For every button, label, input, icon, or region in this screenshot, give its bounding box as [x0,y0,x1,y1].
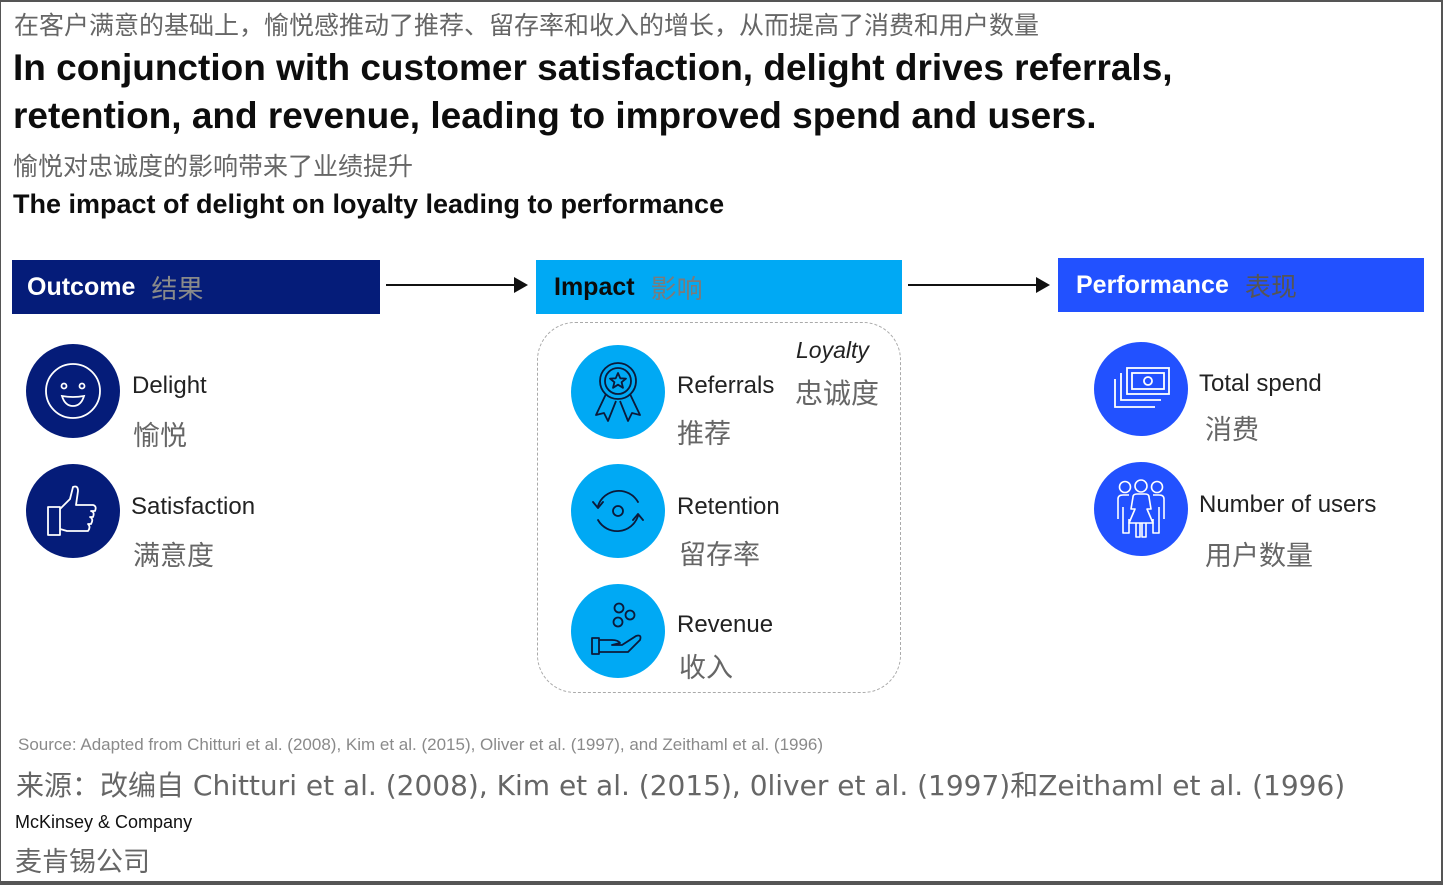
revenue-label-cn: 收入 [679,653,733,684]
performance-header-cn: 表现 [1244,272,1297,303]
number-of-users-label-en: Number of users [1199,491,1377,518]
title-chinese: 在客户满意的基础上，愉悦感推动了推荐、留存率和收入的增长，从而提高了消费和用户数… [14,11,1040,40]
total-spend-label-cn: 消费 [1205,415,1259,446]
loyalty-label-cn: 忠诚度 [795,377,880,410]
loyalty-group-box [537,322,901,693]
group-users-icon [1094,462,1188,556]
revenue-label-en: Revenue [677,611,774,638]
money-bills-icon [1094,342,1188,436]
brand-name-cn: 麦肯锡公司 [15,847,150,878]
outcome-header-cn: 结果 [151,274,204,305]
performance-header: Performance 表现 [1058,258,1424,312]
outcome-header-en: Outcome [27,272,136,301]
total-spend-label-en: Total spend [1199,370,1322,397]
impact-header-cn: 影响 [650,274,703,305]
satisfaction-label-en: Satisfaction [131,493,256,520]
source-note-cn: 来源：改编自 Chitturi et al. (2008), Kim et al… [16,769,1346,802]
arrow-outcome-to-impact [386,277,528,293]
title-english-line-2: retention, and revenue, leading to impro… [13,95,1097,136]
title-english: In conjunction with customer satisfactio… [13,44,1173,140]
source-note-en: Source: Adapted from Chitturi et al. (20… [18,735,824,754]
impact-header-en: Impact [554,272,635,301]
retention-label-en: Retention [677,493,780,520]
loyalty-label-en: Loyalty [796,337,869,363]
retention-label-cn: 留存率 [679,540,760,571]
hand-coins-icon [571,584,665,678]
performance-header-en: Performance [1076,270,1229,299]
referrals-label-en: Referrals [677,372,775,399]
award-ribbon-icon [571,345,665,439]
title-english-line-1: In conjunction with customer satisfactio… [13,47,1173,88]
number-of-users-label-cn: 用户数量 [1205,541,1313,572]
referrals-label-cn: 推荐 [677,419,731,450]
delight-label-en: Delight [132,372,207,399]
impact-header: Impact 影响 [536,260,902,314]
arrow-impact-to-performance [908,277,1050,293]
outcome-header: Outcome 结果 [12,260,380,314]
brand-name-en: McKinsey & Company [15,812,193,832]
satisfaction-label-cn: 满意度 [133,541,214,572]
subtitle-chinese: 愉悦对忠诚度的影响带来了业绩提升 [13,152,414,181]
delight-label-cn: 愉悦 [133,421,187,452]
thumbs-up-icon [26,464,120,558]
subtitle-english: The impact of delight on loyalty leading… [13,189,725,219]
refresh-cycle-icon [571,464,665,558]
smiley-face-icon [26,344,120,438]
